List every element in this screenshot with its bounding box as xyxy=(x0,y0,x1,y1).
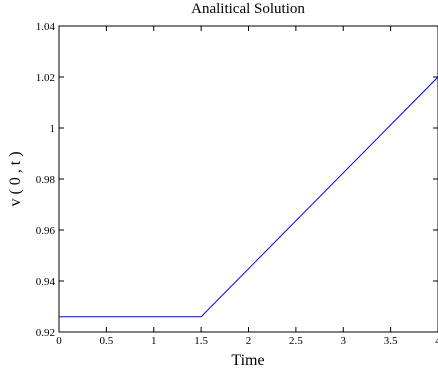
y-tick-label: 0.96 xyxy=(36,225,56,237)
y-tick-label: 1.04 xyxy=(36,21,56,33)
x-axis: 0 0.5 1 1.5 2 2.5 3 3.5 4 xyxy=(56,26,438,347)
y-tick-label: 0.94 xyxy=(36,276,56,288)
y-tick-label: 0.92 xyxy=(36,327,55,339)
x-axis-label: Time xyxy=(231,352,264,369)
x-tick-label: 3.5 xyxy=(384,335,398,347)
y-axis: 0.92 0.94 0.96 0.98 1 1.02 1.04 xyxy=(36,21,438,339)
x-tick-label: 2 xyxy=(246,335,252,347)
y-tick-label: 1 xyxy=(50,123,56,135)
y-axis-label: v ( 0 , t ) xyxy=(7,151,24,206)
y-tick-label: 1.02 xyxy=(36,72,55,84)
plot-area xyxy=(58,25,438,333)
series-line xyxy=(59,76,438,318)
x-tick-label: 0 xyxy=(56,335,62,347)
x-tick-label: 0.5 xyxy=(100,335,114,347)
series-layer xyxy=(59,76,438,318)
x-tick-label: 4 xyxy=(435,335,438,347)
x-tick-label: 2.5 xyxy=(289,335,303,347)
x-tick-label: 1.5 xyxy=(194,335,208,347)
x-tick-label: 1 xyxy=(151,335,157,347)
chart-title: Analitical Solution xyxy=(191,1,305,17)
x-tick-label: 3 xyxy=(341,335,347,347)
y-tick-label: 0.98 xyxy=(36,174,56,186)
